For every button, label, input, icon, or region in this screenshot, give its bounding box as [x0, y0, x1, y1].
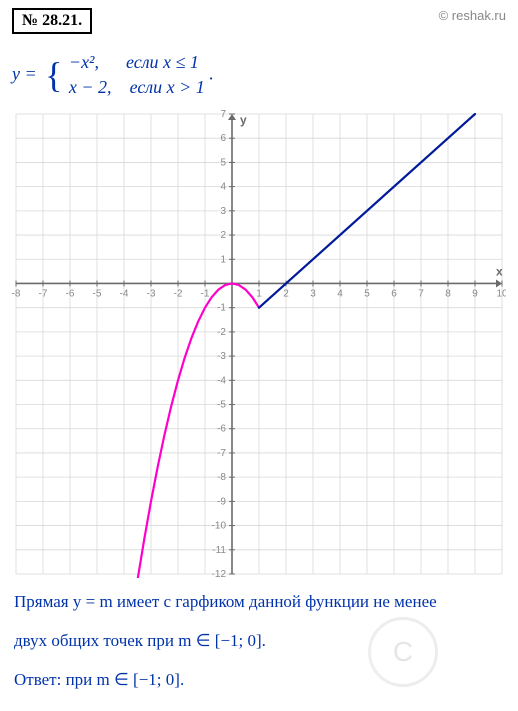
svg-text:-5: -5 — [93, 289, 102, 300]
case1-expr: −x², — [69, 52, 99, 72]
svg-text:-12: -12 — [212, 569, 227, 578]
svg-text:-6: -6 — [217, 424, 226, 435]
svg-text:-7: -7 — [217, 448, 226, 459]
svg-text:8: 8 — [445, 289, 451, 300]
eq-trail: . — [209, 63, 214, 83]
svg-text:7: 7 — [220, 110, 226, 120]
svg-text:1: 1 — [220, 255, 226, 266]
svg-text:-11: -11 — [212, 545, 226, 556]
svg-text:5: 5 — [220, 158, 226, 169]
svg-text:-4: -4 — [120, 289, 129, 300]
svg-text:3: 3 — [220, 206, 226, 217]
description-line1: Прямая y = m имеет с гарфиком данной фун… — [14, 588, 504, 617]
svg-text:-10: -10 — [212, 521, 227, 532]
svg-text:9: 9 — [472, 289, 478, 300]
eq-case1: −x², если x ≤ 1 — [69, 50, 205, 75]
svg-text:5: 5 — [364, 289, 370, 300]
svg-text:4: 4 — [220, 182, 226, 193]
eq-case2: x − 2, если x > 1 — [69, 75, 205, 100]
piecewise-equation: y = { −x², если x ≤ 1 x − 2, если x > 1 … — [12, 50, 506, 100]
svg-text:10: 10 — [496, 289, 506, 300]
svg-text:-4: -4 — [217, 376, 226, 387]
svg-text:y: y — [240, 113, 247, 127]
watermark-text: © reshak.ru — [439, 8, 506, 23]
svg-text:x: x — [496, 265, 503, 279]
svg-text:4: 4 — [337, 289, 343, 300]
svg-text:1: 1 — [256, 289, 262, 300]
svg-text:-2: -2 — [174, 289, 183, 300]
case2-expr: x − 2, — [69, 77, 112, 97]
svg-text:2: 2 — [220, 230, 226, 241]
svg-text:-5: -5 — [217, 400, 226, 411]
function-graph: -8-7-6-5-4-3-2-112345678910-12-11-10-9-8… — [12, 110, 506, 578]
brace-icon: { — [45, 50, 62, 100]
svg-text:6: 6 — [391, 289, 397, 300]
eq-cases: −x², если x ≤ 1 x − 2, если x > 1 — [69, 50, 205, 100]
svg-text:3: 3 — [310, 289, 316, 300]
eq-lhs: y = — [12, 63, 37, 83]
svg-text:-1: -1 — [201, 289, 210, 300]
svg-text:-1: -1 — [217, 303, 226, 314]
svg-text:-3: -3 — [217, 351, 226, 362]
svg-text:-6: -6 — [66, 289, 75, 300]
svg-text:-7: -7 — [39, 289, 48, 300]
svg-text:-3: -3 — [147, 289, 156, 300]
problem-number: № 28.21. — [12, 8, 92, 34]
svg-text:-8: -8 — [12, 289, 21, 300]
case1-cond: если x ≤ 1 — [126, 52, 199, 72]
svg-text:-9: -9 — [217, 497, 226, 508]
copyright-circle-icon: C — [368, 617, 438, 687]
svg-text:6: 6 — [220, 134, 226, 145]
svg-text:7: 7 — [418, 289, 424, 300]
svg-text:-8: -8 — [217, 473, 226, 484]
case2-cond: если x > 1 — [130, 77, 205, 97]
svg-text:-2: -2 — [217, 327, 226, 338]
svg-text:2: 2 — [283, 289, 289, 300]
